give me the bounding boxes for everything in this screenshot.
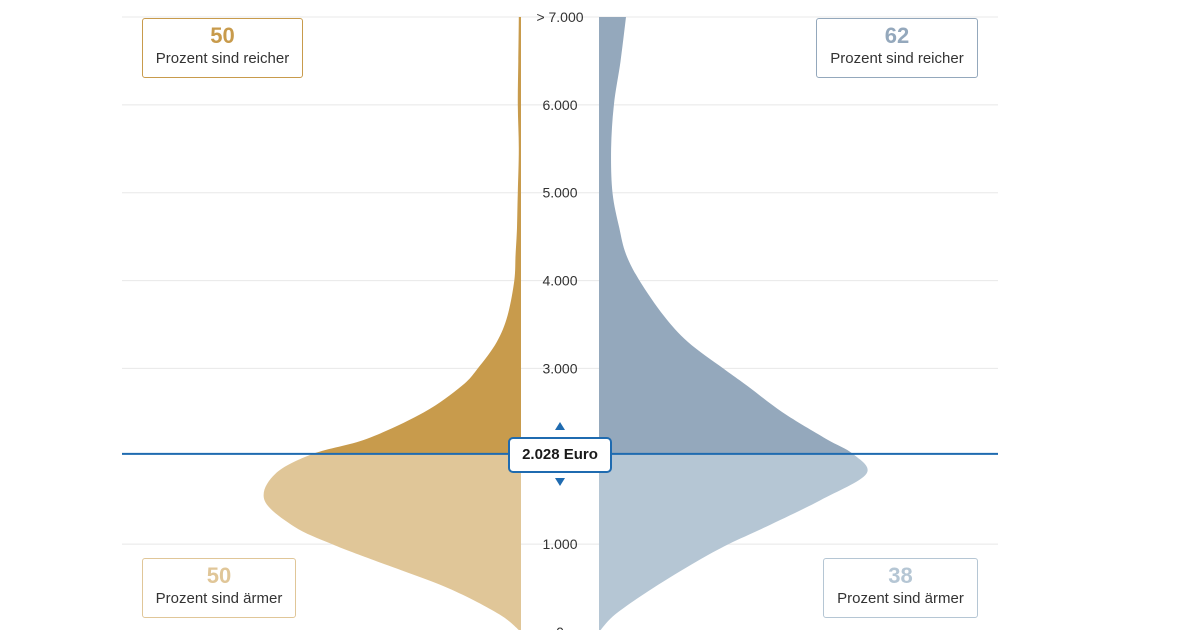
left-share-above-label: Prozent sind reicher	[155, 50, 290, 67]
right-share-above-box: 62 Prozent sind reicher	[816, 18, 978, 78]
arrow-down-icon[interactable]	[555, 478, 565, 486]
threshold-value-marker[interactable]: 2.028 Euro	[508, 437, 612, 473]
right-share-below-value: 38	[888, 563, 913, 588]
y-tick-label: > 7.000	[536, 9, 583, 25]
y-tick-label: 6.000	[542, 97, 577, 113]
left-distribution-below	[263, 453, 521, 630]
left-share-below-value: 50	[206, 563, 232, 588]
right-share-below-label: Prozent sind ärmer	[837, 590, 964, 607]
right-share-above-value: 62	[884, 23, 910, 48]
right-distribution-above	[599, 17, 853, 454]
left-distribution-above	[313, 17, 521, 454]
left-share-above-box: 50 Prozent sind reicher	[142, 18, 303, 78]
y-tick-label: 0	[556, 624, 564, 630]
left-share-below-label: Prozent sind ärmer	[155, 590, 283, 607]
arrow-up-icon[interactable]	[555, 422, 565, 430]
right-distribution-below	[599, 453, 868, 630]
y-tick-label: 5.000	[542, 185, 577, 201]
distribution-areas	[263, 17, 868, 630]
left-share-above-value: 50	[210, 23, 235, 48]
y-tick-label: 4.000	[542, 273, 577, 289]
y-tick-label: 3.000	[542, 360, 577, 376]
grid-lines	[122, 16, 998, 545]
left-share-below-box: 50 Prozent sind ärmer	[142, 558, 296, 618]
right-share-above-label: Prozent sind reicher	[830, 50, 964, 67]
right-share-below-box: 38 Prozent sind ärmer	[823, 558, 978, 618]
y-axis-ticks: 0 1.000 3.000 4.000 5.000 6.000 > 7.000	[536, 9, 583, 630]
y-tick-label: 1.000	[542, 536, 577, 552]
